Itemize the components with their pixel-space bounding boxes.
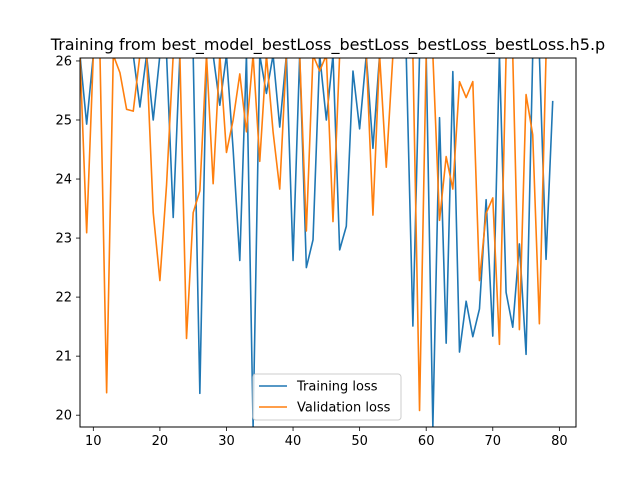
plot-frame bbox=[79, 57, 577, 428]
x-axis: 10 20 30 40 50 60 70 80 bbox=[85, 427, 568, 449]
x-tick-label: 20 bbox=[152, 434, 169, 449]
y-tick-label: 26 bbox=[55, 54, 72, 69]
y-tick-label: 21 bbox=[55, 350, 72, 365]
legend-box bbox=[252, 373, 402, 421]
y-tick-label: 25 bbox=[55, 113, 72, 128]
legend: Training loss Validation loss bbox=[252, 373, 402, 421]
series-line-1 bbox=[80, 58, 554, 427]
x-tick-label: 10 bbox=[85, 434, 102, 449]
legend-label-2: Validation loss bbox=[297, 401, 391, 416]
x-tick-label: 80 bbox=[551, 434, 568, 449]
legend-label-1: Training loss bbox=[296, 380, 378, 395]
series-line-2 bbox=[80, 58, 547, 412]
y-axis: 20 21 22 23 24 25 26 bbox=[55, 54, 80, 424]
chart-title: Training from best_model_bestLoss_bestLo… bbox=[50, 35, 605, 55]
y-tick-label: 20 bbox=[55, 409, 72, 424]
x-tick-label: 50 bbox=[351, 434, 368, 449]
series-layer bbox=[80, 58, 554, 427]
y-tick-label: 24 bbox=[55, 173, 72, 188]
x-tick-label: 30 bbox=[218, 434, 235, 449]
x-tick-label: 70 bbox=[485, 434, 502, 449]
y-tick-label: 23 bbox=[55, 232, 72, 247]
y-tick-label: 22 bbox=[55, 291, 72, 306]
x-tick-label: 40 bbox=[285, 434, 302, 449]
x-tick-label: 60 bbox=[418, 434, 435, 449]
